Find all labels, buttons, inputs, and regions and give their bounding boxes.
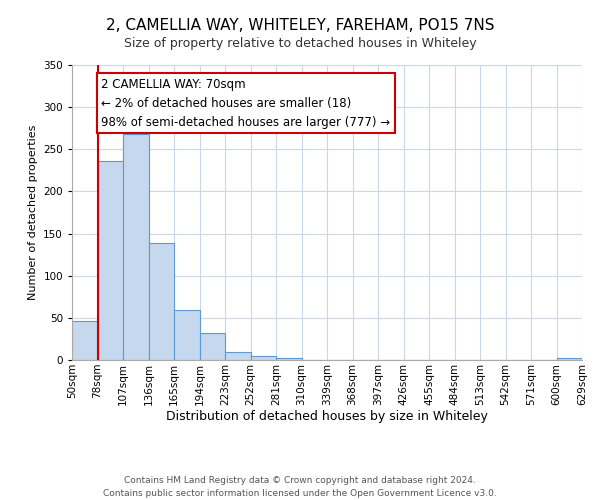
Bar bbox=[72, 321, 97, 360]
Y-axis label: Number of detached properties: Number of detached properties bbox=[28, 125, 38, 300]
Bar bbox=[149, 243, 174, 360]
Bar bbox=[251, 356, 276, 360]
Bar bbox=[225, 352, 251, 360]
Text: Contains HM Land Registry data © Crown copyright and database right 2024.
Contai: Contains HM Land Registry data © Crown c… bbox=[103, 476, 497, 498]
X-axis label: Distribution of detached houses by size in Whiteley: Distribution of detached houses by size … bbox=[166, 410, 488, 424]
Text: 2 CAMELLIA WAY: 70sqm
← 2% of detached houses are smaller (18)
98% of semi-detac: 2 CAMELLIA WAY: 70sqm ← 2% of detached h… bbox=[101, 78, 391, 128]
Bar bbox=[174, 310, 199, 360]
Text: Size of property relative to detached houses in Whiteley: Size of property relative to detached ho… bbox=[124, 38, 476, 51]
Bar bbox=[199, 333, 225, 360]
Bar bbox=[123, 134, 149, 360]
Text: 2, CAMELLIA WAY, WHITELEY, FAREHAM, PO15 7NS: 2, CAMELLIA WAY, WHITELEY, FAREHAM, PO15… bbox=[106, 18, 494, 32]
Bar bbox=[276, 358, 302, 360]
Bar bbox=[557, 358, 582, 360]
Bar bbox=[97, 161, 123, 360]
